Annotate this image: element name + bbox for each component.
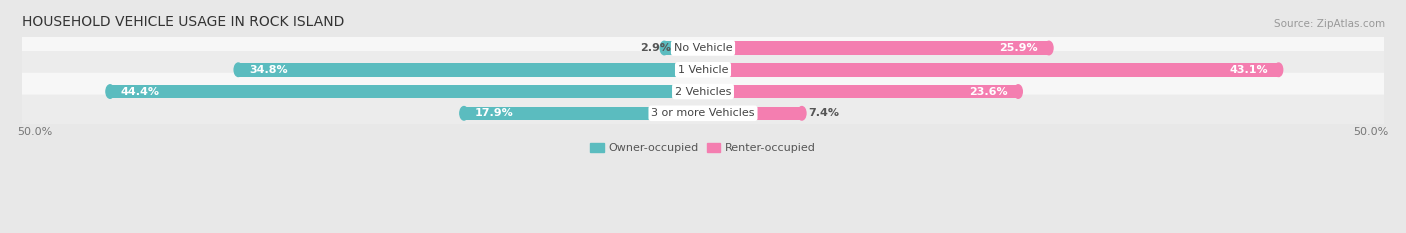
Bar [703,41,1049,55]
Text: 1 Vehicle: 1 Vehicle [678,65,728,75]
Text: Source: ZipAtlas.com: Source: ZipAtlas.com [1274,19,1385,29]
Circle shape [797,106,806,120]
Text: HOUSEHOLD VEHICLE USAGE IN ROCK ISLAND: HOUSEHOLD VEHICLE USAGE IN ROCK ISLAND [22,15,344,29]
Circle shape [1045,41,1053,55]
FancyBboxPatch shape [17,73,1389,110]
Text: 43.1%: 43.1% [1229,65,1268,75]
Text: 17.9%: 17.9% [475,108,513,118]
Circle shape [460,106,468,120]
Bar [238,63,703,76]
Bar [703,106,801,120]
Text: 34.8%: 34.8% [249,65,288,75]
Text: 25.9%: 25.9% [1000,43,1038,53]
Text: No Vehicle: No Vehicle [673,43,733,53]
Circle shape [1274,63,1282,76]
Text: 2.9%: 2.9% [640,43,671,53]
Circle shape [105,85,114,98]
Circle shape [1014,85,1022,98]
Legend: Owner-occupied, Renter-occupied: Owner-occupied, Renter-occupied [586,138,820,158]
Circle shape [661,41,668,55]
FancyBboxPatch shape [17,29,1389,67]
Bar [464,106,703,120]
FancyBboxPatch shape [17,95,1389,132]
Bar [664,41,703,55]
Text: 3 or more Vehicles: 3 or more Vehicles [651,108,755,118]
Bar [703,63,1278,76]
Bar [110,85,703,98]
FancyBboxPatch shape [17,51,1389,89]
Bar [703,85,1018,98]
Text: 2 Vehicles: 2 Vehicles [675,86,731,96]
Circle shape [235,63,242,76]
Text: 7.4%: 7.4% [808,108,839,118]
Text: 44.4%: 44.4% [121,86,160,96]
Text: 23.6%: 23.6% [969,86,1008,96]
